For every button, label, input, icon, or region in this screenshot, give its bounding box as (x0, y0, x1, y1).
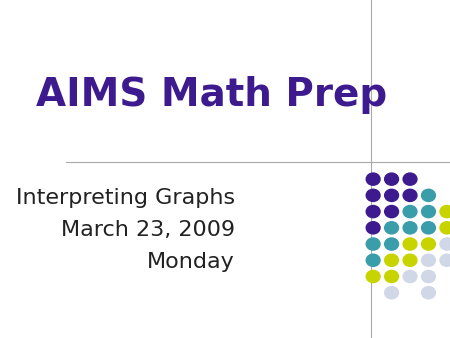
Circle shape (422, 206, 436, 218)
Circle shape (403, 270, 417, 283)
Circle shape (422, 238, 436, 250)
Circle shape (403, 173, 417, 185)
Circle shape (403, 189, 417, 201)
Circle shape (385, 270, 399, 283)
Circle shape (422, 222, 436, 234)
Circle shape (440, 222, 450, 234)
Circle shape (403, 238, 417, 250)
Circle shape (366, 206, 380, 218)
Text: Interpreting Graphs: Interpreting Graphs (16, 188, 235, 208)
Text: March 23, 2009: March 23, 2009 (61, 220, 235, 240)
Circle shape (366, 189, 380, 201)
Circle shape (440, 254, 450, 266)
Circle shape (385, 189, 399, 201)
Circle shape (440, 238, 450, 250)
Circle shape (422, 287, 436, 299)
Circle shape (385, 254, 399, 266)
Circle shape (366, 270, 380, 283)
Circle shape (422, 270, 436, 283)
Text: Monday: Monday (147, 252, 235, 272)
Text: AIMS Math Prep: AIMS Math Prep (36, 76, 387, 114)
Circle shape (385, 287, 399, 299)
Circle shape (385, 206, 399, 218)
Circle shape (366, 173, 380, 185)
Circle shape (422, 189, 436, 201)
Circle shape (403, 206, 417, 218)
Circle shape (440, 206, 450, 218)
Circle shape (366, 254, 380, 266)
Circle shape (422, 254, 436, 266)
Circle shape (385, 238, 399, 250)
Circle shape (385, 222, 399, 234)
Circle shape (385, 173, 399, 185)
Circle shape (403, 222, 417, 234)
Circle shape (366, 222, 380, 234)
Circle shape (403, 254, 417, 266)
Circle shape (366, 238, 380, 250)
